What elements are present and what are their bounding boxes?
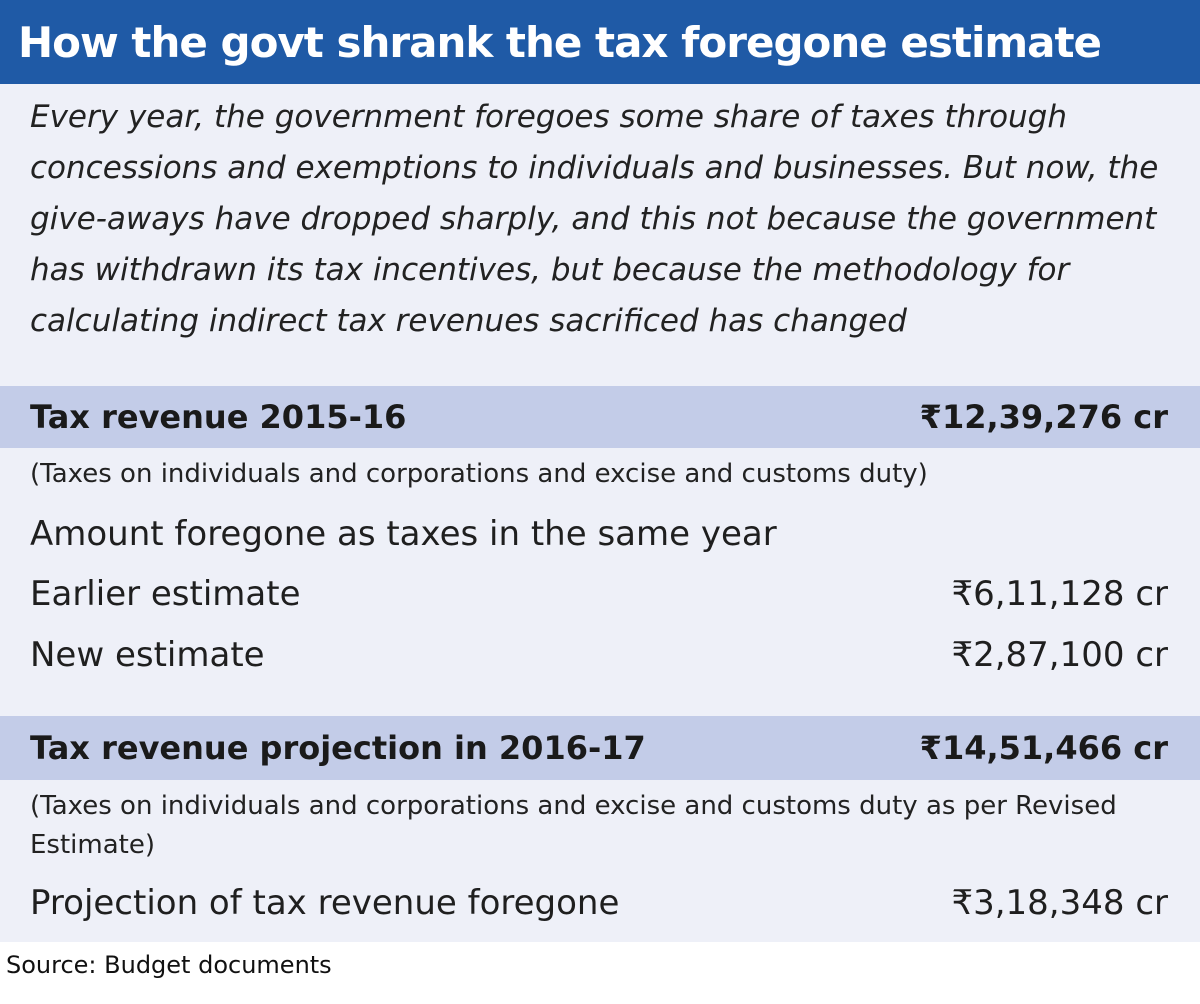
projection-value: ₹3,18,348 cr [951, 883, 1168, 923]
earlier-estimate-row: Earlier estimate ₹6,11,128 cr [30, 569, 1168, 619]
foregone-subheading: Amount foregone as taxes in the same yea… [30, 514, 777, 554]
earlier-estimate-value: ₹6,11,128 cr [951, 574, 1168, 614]
tax-revenue-2016-value: ₹14,51,466 cr [919, 729, 1168, 767]
new-estimate-value: ₹2,87,100 cr [951, 635, 1168, 675]
tax-revenue-2015-band: Tax revenue 2015-16 ₹12,39,276 cr [0, 386, 1200, 448]
page-title: How the govt shrank the tax foregone est… [18, 17, 1102, 67]
earlier-estimate-label: Earlier estimate [30, 574, 301, 614]
source-note: Source: Budget documents [6, 951, 332, 979]
projection-label: Projection of tax revenue foregone [30, 883, 620, 923]
infographic-panel: How the govt shrank the tax foregone est… [0, 0, 1200, 942]
tax-revenue-2015-value: ₹12,39,276 cr [919, 398, 1168, 436]
foregone-subheading-row: Amount foregone as taxes in the same yea… [30, 509, 1168, 559]
tax-revenue-2015-note: (Taxes on individuals and corporations a… [30, 459, 928, 489]
new-estimate-row: New estimate ₹2,87,100 cr [30, 630, 1168, 680]
intro-paragraph: Every year, the government foregoes some… [30, 99, 1159, 339]
title-bar: How the govt shrank the tax foregone est… [0, 0, 1200, 84]
tax-revenue-2016-label: Tax revenue projection in 2016-17 [30, 729, 646, 767]
tax-revenue-2015-label: Tax revenue 2015-16 [30, 398, 407, 436]
new-estimate-label: New estimate [30, 635, 265, 675]
projection-row: Projection of tax revenue foregone ₹3,18… [30, 878, 1168, 928]
tax-revenue-2016-band: Tax revenue projection in 2016-17 ₹14,51… [0, 716, 1200, 780]
tax-revenue-2016-note: (Taxes on individuals and corporations a… [30, 791, 1117, 860]
